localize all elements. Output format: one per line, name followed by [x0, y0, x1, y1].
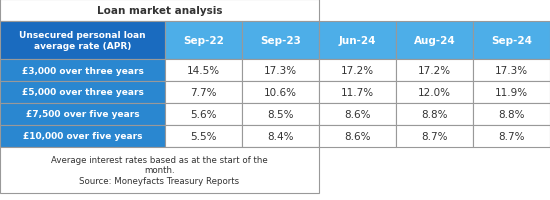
- Text: 8.8%: 8.8%: [498, 109, 525, 119]
- Text: 8.7%: 8.7%: [421, 131, 448, 141]
- Bar: [0, 22, 165, 60]
- Bar: [0, 0, 319, 22]
- Bar: [319, 60, 396, 82]
- Text: £10,000 over five years: £10,000 over five years: [23, 132, 142, 141]
- Text: 8.5%: 8.5%: [267, 109, 294, 119]
- Text: 8.4%: 8.4%: [267, 131, 294, 141]
- Text: 5.5%: 5.5%: [190, 131, 217, 141]
- Bar: [165, 125, 242, 147]
- Text: 11.9%: 11.9%: [495, 88, 528, 98]
- Text: 14.5%: 14.5%: [187, 66, 220, 76]
- Bar: [319, 82, 396, 103]
- Bar: [473, 103, 550, 125]
- Bar: [319, 103, 396, 125]
- Text: Jun-24: Jun-24: [339, 36, 376, 46]
- Text: 12.0%: 12.0%: [418, 88, 451, 98]
- Text: 8.6%: 8.6%: [344, 131, 371, 141]
- Text: Sep-24: Sep-24: [491, 36, 532, 46]
- Bar: [242, 22, 319, 60]
- Text: 17.3%: 17.3%: [495, 66, 528, 76]
- Bar: [473, 82, 550, 103]
- Bar: [473, 22, 550, 60]
- Bar: [319, 22, 396, 60]
- Bar: [165, 60, 242, 82]
- Bar: [473, 60, 550, 82]
- Text: Average interest rates based as at the start of the
month.
Source: Moneyfacts Tr: Average interest rates based as at the s…: [51, 155, 268, 185]
- Text: Unsecured personal loan
average rate (APR): Unsecured personal loan average rate (AP…: [19, 31, 146, 50]
- Bar: [396, 103, 473, 125]
- Bar: [396, 125, 473, 147]
- Bar: [165, 82, 242, 103]
- Text: 17.3%: 17.3%: [264, 66, 297, 76]
- Bar: [165, 22, 242, 60]
- Text: 8.8%: 8.8%: [421, 109, 448, 119]
- Text: 10.6%: 10.6%: [264, 88, 297, 98]
- Bar: [0, 103, 165, 125]
- Text: £3,000 over three years: £3,000 over three years: [21, 66, 144, 75]
- Bar: [242, 60, 319, 82]
- Bar: [396, 22, 473, 60]
- Bar: [0, 147, 319, 193]
- Text: £7,500 over five years: £7,500 over five years: [26, 110, 139, 119]
- Bar: [0, 60, 165, 82]
- Text: 8.6%: 8.6%: [344, 109, 371, 119]
- Text: 17.2%: 17.2%: [418, 66, 451, 76]
- Bar: [396, 60, 473, 82]
- Bar: [0, 125, 165, 147]
- Bar: [165, 103, 242, 125]
- Text: Sep-23: Sep-23: [260, 36, 301, 46]
- Bar: [319, 125, 396, 147]
- Bar: [242, 82, 319, 103]
- Bar: [242, 103, 319, 125]
- Text: Loan market analysis: Loan market analysis: [97, 6, 222, 16]
- Bar: [396, 82, 473, 103]
- Text: 7.7%: 7.7%: [190, 88, 217, 98]
- Text: Sep-22: Sep-22: [183, 36, 224, 46]
- Text: 11.7%: 11.7%: [341, 88, 374, 98]
- Text: Aug-24: Aug-24: [414, 36, 455, 46]
- Text: £5,000 over three years: £5,000 over three years: [21, 88, 144, 97]
- Text: 5.6%: 5.6%: [190, 109, 217, 119]
- Bar: [0, 82, 165, 103]
- Text: 8.7%: 8.7%: [498, 131, 525, 141]
- Text: 17.2%: 17.2%: [341, 66, 374, 76]
- Bar: [473, 125, 550, 147]
- Bar: [242, 125, 319, 147]
